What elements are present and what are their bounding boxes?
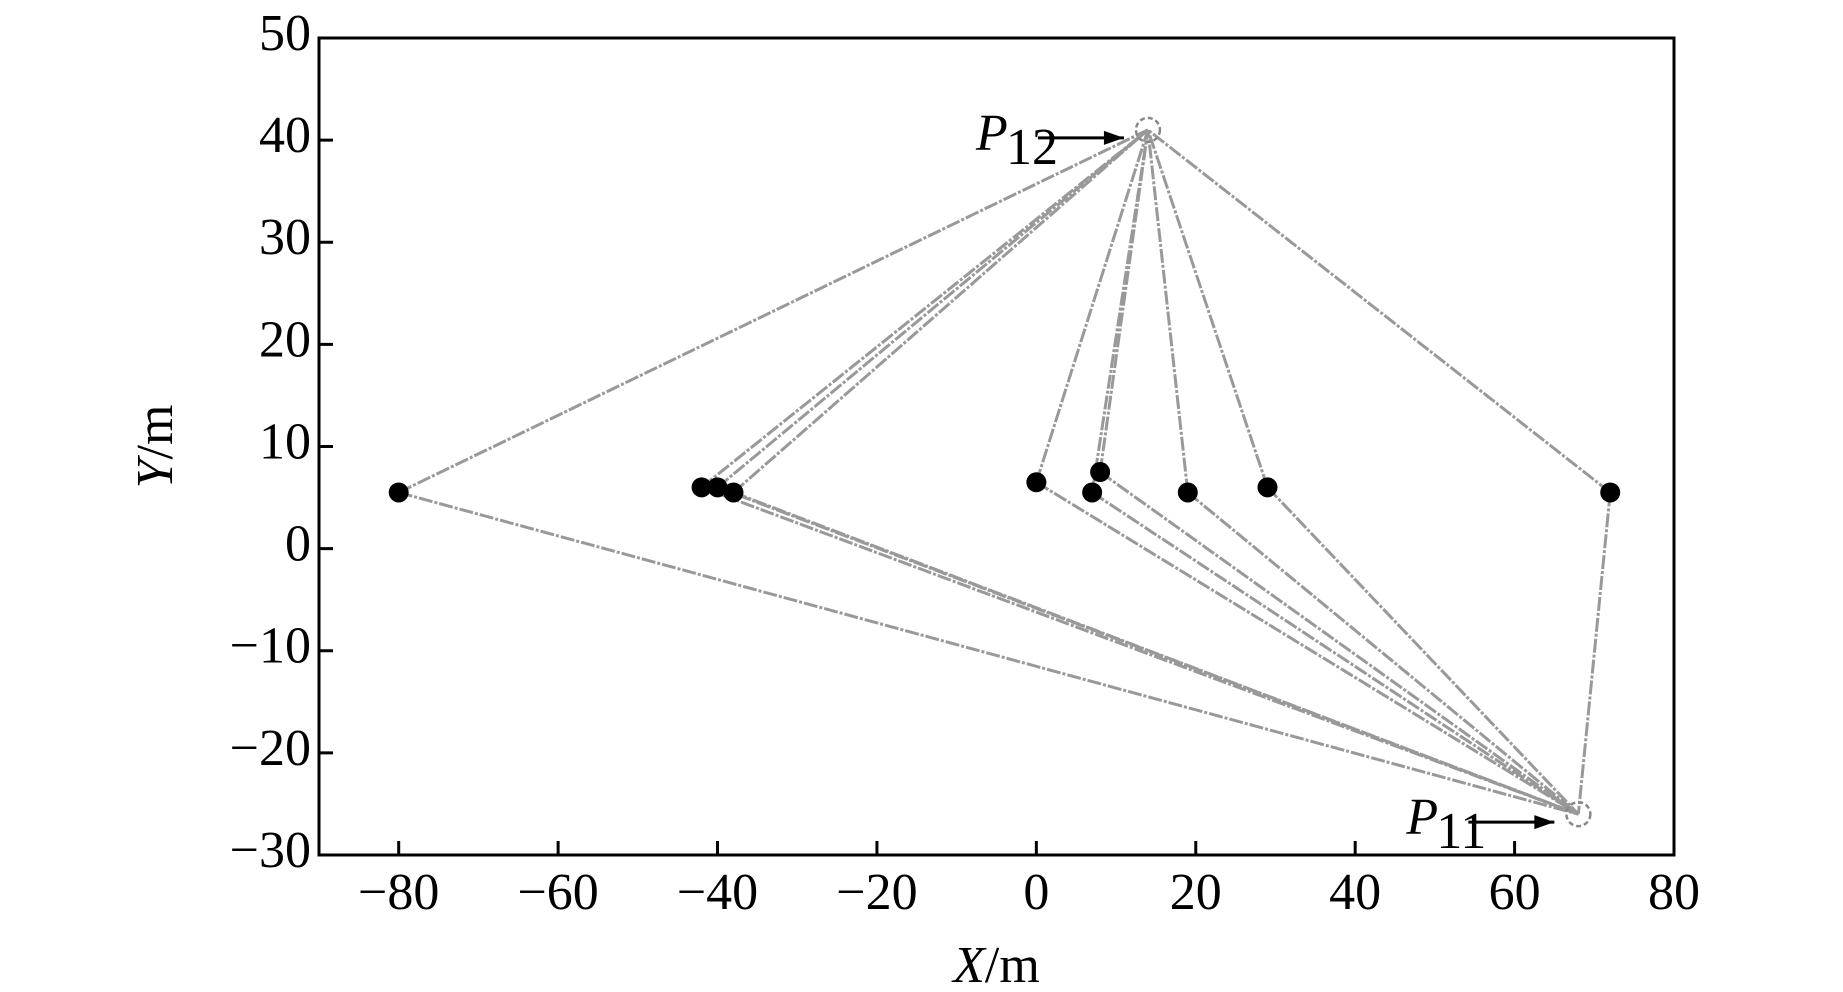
point [691, 477, 712, 498]
ray [732, 128, 1149, 494]
y-tick-label: −10 [230, 618, 311, 675]
point [1177, 482, 1198, 503]
point [723, 482, 744, 503]
ray [1099, 470, 1580, 816]
point [388, 482, 409, 503]
ray [716, 128, 1149, 489]
y-tick-label: −30 [230, 822, 311, 879]
arrow-head [1103, 130, 1124, 145]
x-tick-label: 80 [1648, 864, 1700, 921]
ray [1186, 491, 1580, 816]
ray [732, 491, 1579, 816]
station-marker [1565, 800, 1592, 828]
x-tick-label: −80 [358, 864, 439, 921]
arrow-head [1534, 815, 1555, 830]
ray [1034, 129, 1150, 483]
ray [1146, 129, 1190, 493]
ray [398, 128, 1149, 494]
ray [700, 128, 1149, 489]
point [707, 477, 728, 498]
ray [1035, 480, 1580, 816]
y-tick-label: 50 [259, 5, 311, 62]
annotation-subscript: 11 [1436, 803, 1486, 860]
y-tick-label: 0 [285, 516, 311, 573]
x-tick-label: 60 [1489, 864, 1541, 921]
ray [1576, 492, 1612, 815]
ray [1146, 129, 1269, 488]
annotation-letter: P [975, 105, 1008, 162]
annotation-label: P11 [1405, 789, 1486, 860]
point [1600, 482, 1621, 503]
y-tick-label: 30 [259, 209, 311, 266]
annotation-label: P12 [975, 105, 1058, 176]
x-tick-label: 0 [1023, 864, 1049, 921]
ray [1091, 491, 1580, 816]
ray [398, 491, 1579, 816]
ray [1098, 129, 1150, 473]
point [1090, 462, 1111, 483]
x-tick-label: 40 [1329, 864, 1381, 921]
y-tick-label: 10 [259, 413, 311, 470]
x-tick-label: −60 [517, 864, 598, 921]
ray [1266, 486, 1580, 816]
y-tick-label: 20 [259, 311, 311, 368]
annotation-letter: P [1405, 789, 1438, 846]
x-tick-label: −20 [836, 864, 917, 921]
annotation-subscript: 12 [1006, 119, 1058, 176]
axis-label: Y/m [127, 405, 184, 489]
x-tick-label: −40 [677, 864, 758, 921]
point [1026, 472, 1047, 493]
x-tick-label: 20 [1170, 864, 1222, 921]
axis-label: X/m [951, 937, 1040, 992]
y-tick-label: 40 [259, 107, 311, 164]
point [1082, 482, 1103, 503]
point [1257, 477, 1278, 498]
station-marker [1134, 116, 1162, 144]
ray [1147, 128, 1612, 494]
y-tick-label: −20 [230, 720, 311, 777]
